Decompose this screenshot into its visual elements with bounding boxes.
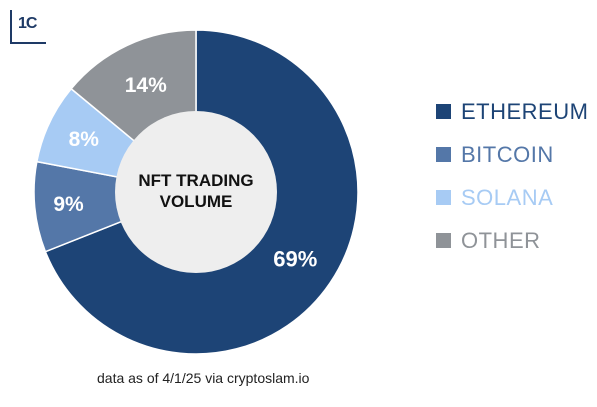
- legend-item-solana: SOLANA: [436, 176, 588, 219]
- slice-bitcoin: [33, 160, 199, 253]
- slice-label-other: 14%: [125, 74, 167, 97]
- brand-logo: 1C: [10, 10, 46, 44]
- legend-label: OTHER: [461, 227, 541, 253]
- brand-logo-text: 1C: [18, 15, 37, 32]
- legend-item-bitcoin: BITCOIN: [436, 133, 588, 176]
- slice-labels: 69% 9% 8% 14%: [53, 74, 317, 271]
- legend-swatch: [436, 104, 451, 119]
- legend-swatch: [436, 147, 451, 162]
- legend-label: ETHEREUM: [461, 98, 589, 124]
- legend-item-other: OTHER: [436, 219, 588, 262]
- slice-label-solana: 8%: [69, 128, 100, 151]
- center-title-line-2: VOLUME: [160, 192, 233, 211]
- slice-label-ethereum: 69%: [273, 246, 317, 271]
- center-title-line-1: NFT TRADING: [138, 171, 253, 190]
- legend-label: SOLANA: [461, 184, 554, 210]
- source-note: data as of 4/1/25 via cryptoslam.io: [97, 370, 310, 386]
- legend-swatch: [436, 233, 451, 248]
- legend-label: BITCOIN: [461, 141, 554, 167]
- legend: ETHEREUM BITCOIN SOLANA OTHER: [436, 90, 588, 262]
- donut-hole: [115, 111, 277, 273]
- slice-label-bitcoin: 9%: [53, 193, 84, 216]
- legend-swatch: [436, 190, 451, 205]
- legend-item-ethereum: ETHEREUM: [436, 90, 588, 133]
